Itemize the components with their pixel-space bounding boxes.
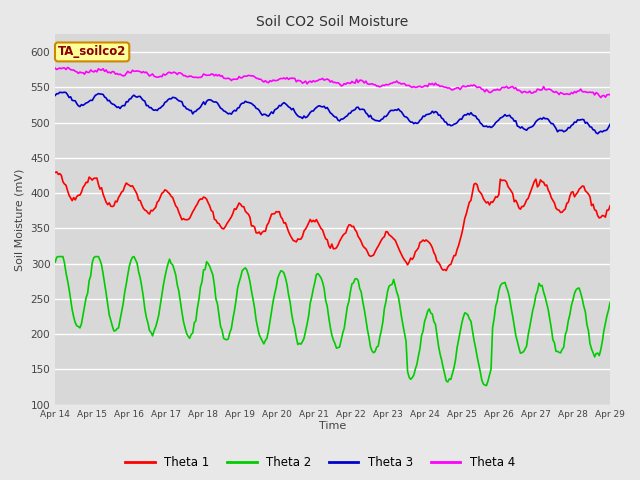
Title: Soil CO2 Soil Moisture: Soil CO2 Soil Moisture — [257, 15, 409, 29]
Text: TA_soilco2: TA_soilco2 — [58, 46, 126, 59]
Legend: Theta 1, Theta 2, Theta 3, Theta 4: Theta 1, Theta 2, Theta 3, Theta 4 — [120, 452, 520, 474]
Y-axis label: Soil Moisture (mV): Soil Moisture (mV) — [15, 168, 25, 271]
X-axis label: Time: Time — [319, 421, 346, 432]
